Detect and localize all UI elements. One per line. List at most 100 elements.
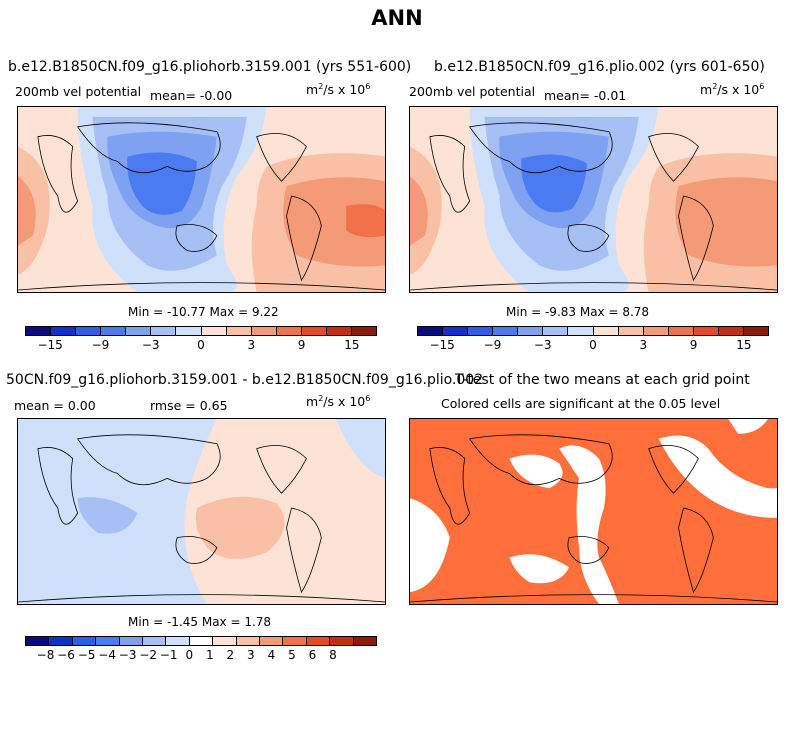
colorbar-swatch — [418, 327, 444, 335]
colorbar-swatch — [718, 327, 745, 335]
panel3-mean: mean = 0.00 — [14, 398, 96, 413]
panel1-colorbar — [25, 326, 377, 336]
colorbar-swatch — [96, 637, 120, 645]
panel1-units: m2/s x 106 — [306, 82, 371, 98]
colorbar-tick-label: 4 — [267, 648, 276, 662]
colorbar-swatch — [26, 637, 50, 645]
panel1-mean: mean= -0.00 — [150, 88, 233, 103]
colorbar-tick-label: 5 — [288, 648, 296, 662]
colorbar-tick-label: 8 — [329, 648, 337, 662]
colorbar-swatch — [49, 637, 73, 645]
colorbar-swatch — [236, 637, 261, 645]
panel3-title: 50CN.f09_g16.pliohorb.3159.001 - b.e12.B… — [6, 372, 484, 388]
panel4-title: T-test of the two means at each grid poi… — [455, 372, 750, 388]
colorbar-swatch — [176, 327, 202, 335]
colorbar-tick-label: 3 — [639, 338, 648, 352]
colorbar-swatch — [493, 327, 519, 335]
panel2-minmax: Min = -9.83 Max = 8.78 — [506, 305, 650, 319]
colorbar-swatch — [744, 327, 769, 335]
colorbar-tick-label: −9 — [483, 338, 502, 352]
colorbar-tick-label: 9 — [297, 338, 306, 352]
panel2-variable: 200mb vel potential — [409, 84, 536, 99]
panel2-units: m2/s x 106 — [700, 82, 765, 98]
panel1-minmax: Min = -10.77 Max = 9.22 — [128, 305, 279, 319]
colorbar-swatch — [568, 327, 594, 335]
colorbar-swatch — [72, 637, 97, 645]
colorbar-swatch — [126, 327, 152, 335]
colorbar-tick-label: −9 — [91, 338, 110, 352]
colorbar-tick-label: −5 — [77, 648, 96, 662]
colorbar-tick-label: −3 — [118, 648, 137, 662]
colorbar-swatch — [51, 327, 77, 335]
colorbar-tick-label: 0 — [197, 338, 205, 352]
panel1-map — [17, 106, 386, 293]
colorbar-tick-label: 0 — [185, 648, 194, 662]
colorbar-tick-label: −4 — [98, 648, 116, 662]
panel4-subtitle: Colored cells are significant at the 0.0… — [441, 396, 721, 411]
colorbar-tick-label: 3 — [247, 648, 255, 662]
colorbar-swatch — [353, 637, 377, 645]
panel2-mean: mean= -0.01 — [544, 88, 627, 103]
colorbar-tick-label: −3 — [141, 338, 160, 352]
colorbar-swatch — [276, 327, 302, 335]
colorbar-tick-label: 6 — [308, 648, 317, 662]
colorbar-tick-label: −3 — [533, 338, 552, 352]
colorbar-tick-label: −8 — [36, 648, 55, 662]
colorbar-swatch — [151, 327, 177, 335]
colorbar-tick-label: −6 — [57, 648, 75, 662]
panel2-colorbar — [417, 326, 769, 336]
colorbar-swatch — [119, 637, 144, 645]
panel1-title: b.e12.B1850CN.f09_g16.pliohorb.3159.001 … — [8, 59, 412, 75]
colorbar-tick-label: −15 — [37, 338, 63, 352]
panel3-units: m2/s x 106 — [306, 394, 371, 410]
colorbar-swatch — [618, 327, 644, 335]
colorbar-swatch — [330, 637, 354, 645]
colorbar-tick-label: 2 — [226, 648, 235, 662]
colorbar-swatch — [693, 327, 719, 335]
panel3-map — [17, 418, 386, 605]
colorbar-swatch — [251, 327, 277, 335]
page-title: ANN — [371, 6, 423, 30]
colorbar-tick-label: 0 — [589, 338, 597, 352]
colorbar-tick-label: 15 — [344, 338, 360, 352]
colorbar-swatch — [543, 327, 569, 335]
colorbar-swatch — [143, 637, 167, 645]
panel4-significance-field — [410, 419, 777, 604]
colorbar-swatch — [593, 327, 619, 335]
colorbar-tick-label: −15 — [429, 338, 455, 352]
colorbar-swatch — [643, 327, 669, 335]
colorbar-swatch — [443, 327, 469, 335]
panel3-minmax: Min = -1.45 Max = 1.78 — [128, 615, 272, 629]
panel4-significance-map — [409, 418, 778, 605]
colorbar-swatch — [26, 327, 52, 335]
colorbar-tick-label: −1 — [159, 648, 178, 662]
colorbar-swatch — [326, 327, 353, 335]
colorbar-swatch — [301, 327, 327, 335]
colorbar-swatch — [226, 327, 252, 335]
colorbar-tick-label: 3 — [247, 338, 256, 352]
colorbar-swatch — [189, 637, 214, 645]
panel3-colorbar — [25, 636, 377, 646]
panel2-title: b.e12.B1850CN.f09_g16.plio.002 (yrs 601-… — [434, 59, 765, 75]
panel3-rmse: rmse = 0.65 — [150, 398, 228, 413]
colorbar-swatch — [468, 327, 494, 335]
colorbar-swatch — [260, 637, 284, 645]
colorbar-swatch — [306, 637, 331, 645]
colorbar-tick-label: 15 — [736, 338, 752, 352]
colorbar-swatch — [101, 327, 127, 335]
colorbar-swatch — [76, 327, 102, 335]
colorbar-swatch — [166, 637, 190, 645]
panel2-map — [409, 106, 778, 293]
colorbar-swatch — [352, 327, 377, 335]
colorbar-swatch — [213, 637, 237, 645]
colorbar-swatch — [201, 327, 227, 335]
panel2-contour-field — [410, 107, 777, 292]
colorbar-swatch — [283, 637, 307, 645]
panel3-contour-field — [18, 419, 385, 604]
colorbar-tick-label: 1 — [205, 648, 214, 662]
colorbar-swatch — [518, 327, 544, 335]
panel1-contour-field — [18, 107, 385, 292]
colorbar-tick-label: 9 — [689, 338, 698, 352]
colorbar-swatch — [668, 327, 694, 335]
colorbar-tick-label: −2 — [139, 648, 158, 662]
